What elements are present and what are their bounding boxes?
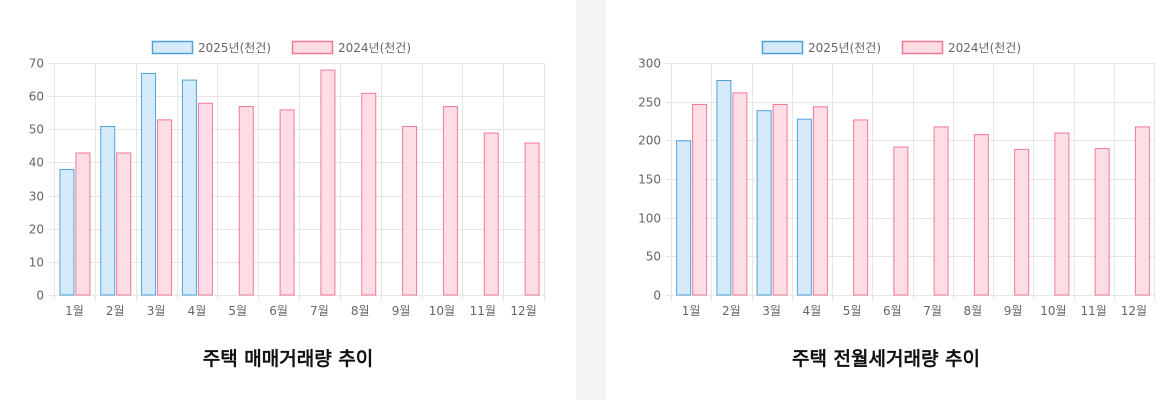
bar-2024 [853, 119, 869, 296]
bar-2024 [361, 92, 377, 296]
bar-2025 [756, 110, 772, 296]
bar-2024 [157, 119, 173, 296]
x-tick-label: 3월 [762, 304, 781, 318]
y-tick-label: 70 [29, 57, 44, 71]
x-tick-label: 2월 [722, 304, 741, 318]
bar-2025 [796, 118, 812, 296]
y-tick-label: 40 [29, 156, 44, 170]
bar-2024 [933, 126, 949, 296]
legend-swatch [901, 40, 944, 55]
y-tick-label: 10 [29, 256, 44, 270]
x-tick-label: 11월 [1080, 304, 1106, 318]
bar-2024 [692, 103, 708, 296]
x-tick-label: 7월 [923, 304, 942, 318]
bar-2024 [1134, 126, 1150, 296]
x-tick-label: 4월 [803, 304, 822, 318]
legend-label: 2025년(천건) [198, 40, 271, 55]
y-tick-label: 250 [638, 96, 661, 110]
y-tick-label: 200 [638, 134, 661, 148]
rent-chart-title: 주택 전월세거래량 추이 [791, 348, 981, 370]
y-tick-label: 50 [29, 123, 44, 137]
x-tick-label: 12월 [1121, 304, 1147, 318]
x-tick-label: 6월 [883, 304, 902, 318]
rent-chart-panel: 0 50 100 150 200 250 300 1월 2월 3월 4월 5월 6월 7월 8월 9월 10월 1… [606, 0, 1166, 400]
bar-2024 [812, 106, 828, 296]
y-tick-label: 300 [638, 57, 661, 71]
legend-swatch [151, 40, 194, 55]
bar-2025 [676, 140, 692, 296]
x-tick-label: 2월 [106, 304, 125, 318]
sales-chart-panel: 0 10 20 30 40 50 60 70 1월 2월 3월 4월 5월 6월 7월 8월 9월 10월 11월 1… [0, 0, 576, 400]
x-tick-label: 10월 [1040, 304, 1066, 318]
y-tick-label: 50 [646, 250, 661, 264]
legend-item-2024[interactable]: 2024년(천건) [901, 40, 1022, 55]
legend-label: 2024년(천건) [948, 40, 1021, 55]
bar-2024 [116, 152, 132, 296]
legend-swatch [761, 40, 804, 55]
legend-label: 2024년(천건) [338, 40, 411, 55]
bar-2024 [732, 92, 748, 296]
bar-2024 [1094, 148, 1110, 296]
y-tick-label: 20 [29, 223, 44, 237]
bar-2024 [1054, 132, 1070, 296]
legend-item-2025[interactable]: 2025년(천건) [151, 40, 272, 55]
bar-2024 [197, 102, 213, 296]
legend-item-2025[interactable]: 2025년(천건) [761, 40, 882, 55]
y-tick-label: 150 [638, 173, 661, 187]
x-tick-label: 1월 [65, 304, 84, 318]
sales-chart-title: 주택 매매거래량 추이 [202, 348, 374, 370]
bar-2025 [59, 169, 75, 296]
y-tick-label: 100 [638, 212, 661, 226]
bar-2024 [772, 103, 788, 296]
x-tick-label: 12월 [510, 304, 536, 318]
bar-2024 [973, 134, 989, 296]
x-tick-label: 9월 [392, 304, 411, 318]
legend-label: 2025년(천건) [808, 40, 881, 55]
y-tick-label: 30 [29, 190, 44, 204]
y-tick-label: 0 [653, 289, 661, 303]
rent-volume-chart: 0 50 100 150 200 250 300 1월 2월 3월 4월 5월 6월 7월 8월 9월 10월 1… [638, 40, 1155, 318]
bar-2024 [442, 106, 458, 296]
bar-2024 [238, 106, 254, 296]
x-tick-label: 8월 [964, 304, 983, 318]
x-tick-label: 6월 [269, 304, 288, 318]
bar-2024 [1014, 148, 1030, 296]
bar-2025 [181, 79, 197, 296]
bar-2024 [483, 132, 499, 296]
x-tick-label: 4월 [188, 304, 207, 318]
bar-2024 [402, 125, 418, 296]
x-tick-label: 5월 [228, 304, 247, 318]
bar-2024 [75, 152, 91, 296]
legend-item-2024[interactable]: 2024년(천건) [291, 40, 412, 55]
bar-2024 [893, 146, 909, 296]
legend-swatch [291, 40, 334, 55]
bar-2025 [716, 80, 732, 296]
x-tick-label: 5월 [843, 304, 862, 318]
bar-2024 [320, 69, 336, 296]
y-tick-label: 60 [29, 90, 44, 104]
x-tick-label: 9월 [1004, 304, 1023, 318]
x-tick-label: 8월 [351, 304, 370, 318]
bar-2025 [100, 125, 116, 296]
x-tick-label: 1월 [682, 304, 701, 318]
x-tick-label: 10월 [429, 304, 455, 318]
x-tick-label: 11월 [470, 304, 496, 318]
x-tick-label: 3월 [147, 304, 166, 318]
sales-volume-chart: 0 10 20 30 40 50 60 70 1월 2월 3월 4월 5월 6월 7월 8월 9월 10월 11월 1… [29, 40, 545, 318]
bar-2025 [141, 72, 157, 296]
bar-2024 [524, 142, 540, 296]
x-tick-label: 7월 [310, 304, 329, 318]
y-tick-label: 0 [36, 289, 44, 303]
bar-2024 [279, 109, 295, 296]
